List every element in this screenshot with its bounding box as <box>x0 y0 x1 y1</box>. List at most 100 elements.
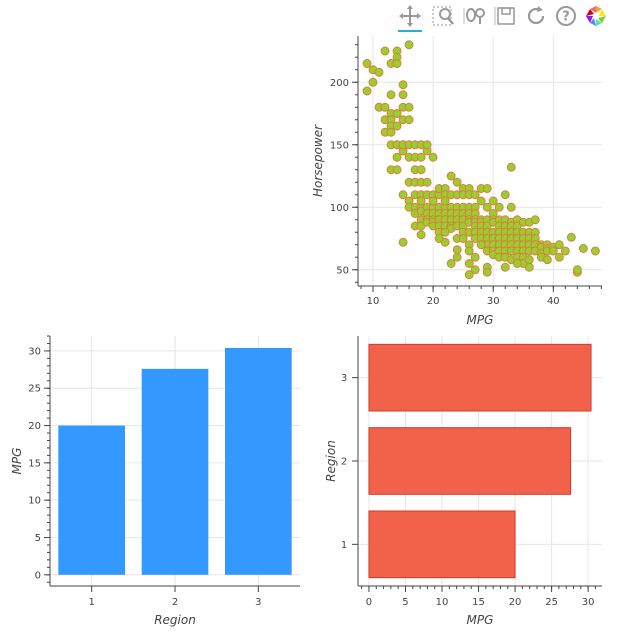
scatter-point <box>464 246 474 256</box>
scatter-point <box>494 202 504 212</box>
bar-region-2 <box>141 368 209 575</box>
reset-tool-icon[interactable] <box>524 4 548 28</box>
scatter-point <box>386 90 396 100</box>
scatter-point <box>362 86 372 96</box>
scatter-point <box>572 265 582 275</box>
scatter-point <box>554 240 564 250</box>
pan-tool-icon[interactable] <box>398 4 422 32</box>
x-tick-label: 20 <box>427 296 440 307</box>
scatter-point <box>482 184 492 193</box>
x-tick-label: 5 <box>402 597 408 608</box>
scatter-point <box>452 245 462 255</box>
scatter-point <box>386 127 396 137</box>
scatter-point <box>548 246 558 256</box>
y-tick-label: 1 <box>341 540 347 551</box>
y-tick-label: 200 <box>330 78 349 89</box>
x-tick-label: 1 <box>88 597 94 608</box>
y-axis-title: Horsepower <box>311 124 325 197</box>
scatter-point <box>464 259 474 268</box>
box-zoom-tool-icon[interactable] <box>432 4 456 28</box>
x-tick-label: 3 <box>255 597 261 608</box>
scatter-point <box>452 252 462 262</box>
x-tick-label: 0 <box>366 597 372 608</box>
scatter-point <box>398 237 408 247</box>
scatter-point <box>440 227 450 237</box>
y-tick-label: 15 <box>28 458 41 469</box>
scatter-plot-horsepower-vs-mpg[interactable]: 10 20 30 40 50 100 150 200 MPG Horsepower <box>311 36 602 327</box>
scatter-point <box>428 152 438 162</box>
x-tick-label: 30 <box>487 296 500 307</box>
scatter-point <box>464 270 474 280</box>
x-tick-label: 10 <box>436 597 449 608</box>
scatter-point <box>476 240 486 250</box>
scatter-point <box>506 162 516 172</box>
scatter-point <box>398 90 408 100</box>
scatter-point <box>422 140 432 150</box>
scatter-point <box>470 190 480 200</box>
x-tick-label: 10 <box>367 296 380 307</box>
save-tool-icon[interactable] <box>494 4 518 28</box>
scatter-point <box>512 259 522 268</box>
x-tick-label: 25 <box>545 597 558 608</box>
svg-text:?: ? <box>562 10 570 25</box>
scatter-point <box>470 252 480 262</box>
bar-region-2 <box>368 427 572 495</box>
scatter-point <box>416 196 426 206</box>
scatter-point <box>428 196 438 206</box>
scatter-point <box>398 80 408 90</box>
scatter-point <box>374 67 384 77</box>
scatter-point <box>416 230 426 240</box>
scatter-point <box>530 215 540 225</box>
scatter-point <box>500 262 510 272</box>
scatter-point <box>416 152 426 162</box>
scatter-point <box>482 267 492 277</box>
bokeh-logo-icon[interactable] <box>584 4 608 28</box>
scatter-point <box>524 262 534 272</box>
y-tick-label: 5 <box>35 533 41 544</box>
scatter-point <box>404 102 414 112</box>
x-tick-label: 20 <box>509 597 522 608</box>
bar-region-1 <box>368 510 516 579</box>
scatter-point <box>482 202 492 212</box>
scatter-point <box>422 177 432 187</box>
scatter-point <box>392 165 402 175</box>
help-tool-icon[interactable]: ? <box>554 4 578 28</box>
bar-region-3 <box>368 343 592 412</box>
chart-toolbar: ? <box>396 0 628 32</box>
scatter-point <box>380 46 390 56</box>
scatter-point <box>524 255 534 265</box>
scatter-point <box>392 109 402 118</box>
scatter-point <box>404 40 414 50</box>
scatter-point <box>578 244 588 253</box>
x-axis-title: MPG <box>467 613 494 627</box>
vertical-bar-plot-mpg-by-region[interactable]: 0 5 10 15 20 25 30 1 2 3 Region MPG <box>10 335 300 627</box>
y-tick-label: 20 <box>28 421 41 432</box>
scatter-point <box>446 259 456 268</box>
horizontal-bar-plot-mpg-by-region[interactable]: 0 5 10 15 20 25 30 1 2 3 MPG Region <box>324 336 602 627</box>
y-tick-label: 150 <box>330 140 349 151</box>
scatter-point <box>416 165 426 175</box>
scatter-point <box>392 59 402 68</box>
lasso-select-tool-icon[interactable] <box>462 4 486 28</box>
scatter-point <box>470 265 480 275</box>
y-tick-label: 25 <box>28 384 41 395</box>
y-tick-label: 10 <box>28 496 41 507</box>
scatter-point <box>446 171 456 181</box>
scatter-point <box>368 77 378 87</box>
y-tick-label: 2 <box>341 457 347 468</box>
x-tick-label: 30 <box>582 597 595 608</box>
x-tick-label: 40 <box>547 296 560 307</box>
y-axis-title: Region <box>324 440 338 482</box>
x-tick-label: 2 <box>172 597 178 608</box>
y-tick-label: 0 <box>35 570 41 581</box>
scatter-point <box>440 196 450 206</box>
x-axis-title: Region <box>154 613 196 627</box>
y-tick-label: 30 <box>28 346 41 357</box>
scatter-point <box>392 121 402 131</box>
scatter-point <box>590 246 600 256</box>
scatter-point <box>560 246 570 256</box>
scatter-point <box>362 59 372 68</box>
scatter-point <box>392 152 402 162</box>
scatter-point <box>380 102 390 112</box>
